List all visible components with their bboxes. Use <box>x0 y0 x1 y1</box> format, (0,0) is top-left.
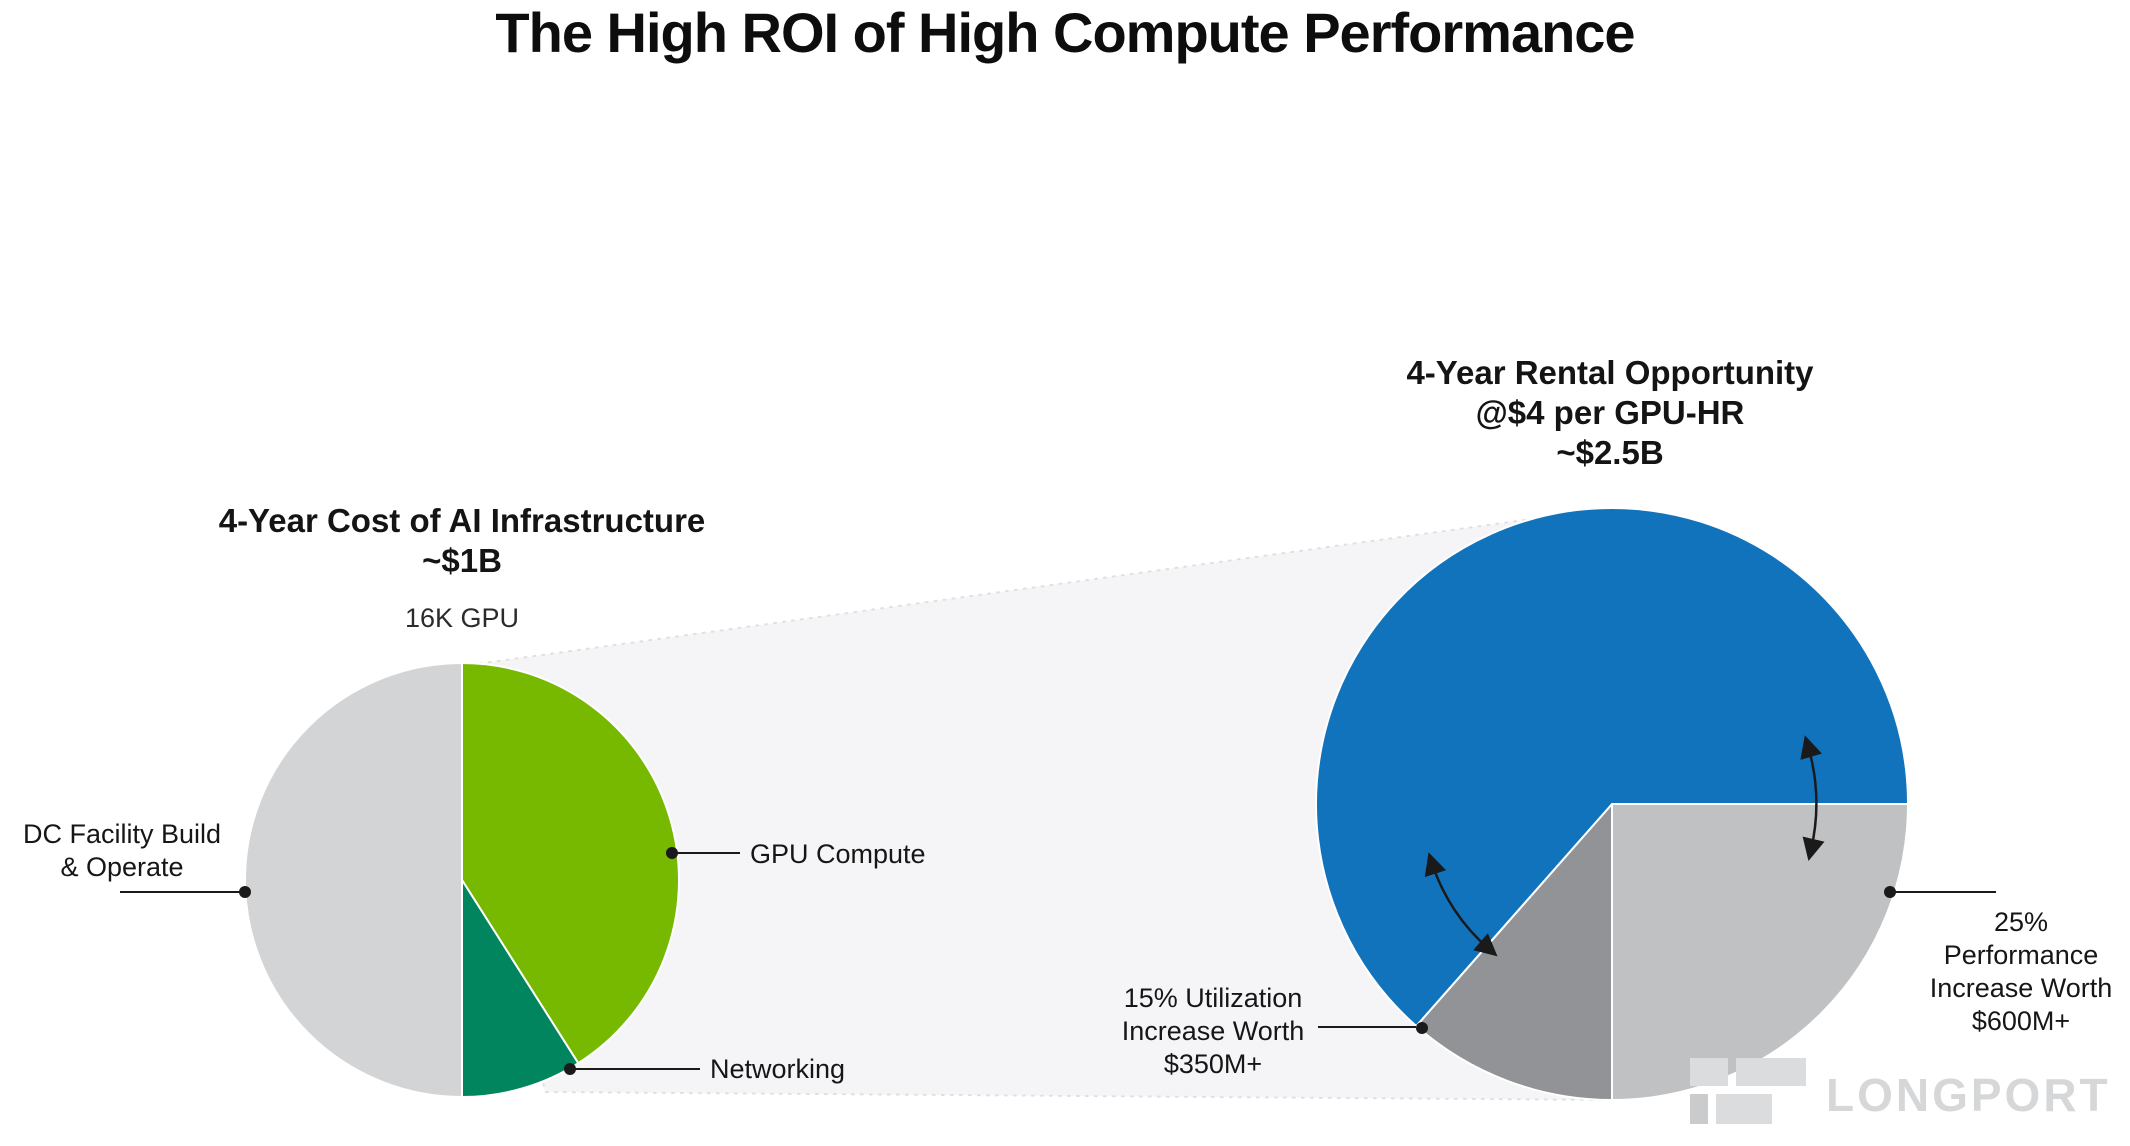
rental-pie-title-line3: ~$2.5B <box>1556 434 1664 471</box>
pie-slice <box>461 661 680 1065</box>
longport-logo-icon <box>1690 1058 1806 1124</box>
pie-slice <box>1414 801 1613 1102</box>
rental-pie-title: 4-Year Rental Opportunity @$4 per GPU-HR… <box>1260 353 1960 473</box>
leader-utilization <box>1318 1022 1428 1034</box>
utilization-label: 15% Utilization Increase Worth $350M+ <box>1121 983 1305 1079</box>
networking-label: Networking <box>710 1054 846 1084</box>
rental-pie-title-line1: 4-Year Rental Opportunity <box>1406 354 1814 391</box>
pie-slice <box>244 661 463 1099</box>
rental-pie <box>1315 507 1910 1102</box>
gpu-count-label: 16K GPU <box>404 603 520 633</box>
leader-dc <box>120 886 251 898</box>
rental-pie-title-line2: @$4 per GPU-HR <box>1475 394 1745 431</box>
utilization-arrow-icon <box>1424 852 1498 957</box>
performance-label: 25% Performance Increase Worth $600M+ <box>1929 907 2113 1036</box>
leader-networking <box>564 1063 700 1075</box>
leader-gpu-compute <box>666 847 740 859</box>
page-title: The High ROI of High Compute Performance <box>495 1 1635 64</box>
pie-slice <box>1611 803 1910 1102</box>
cost-pie-title-line1: 4-Year Cost of AI Infrastructure <box>218 502 706 539</box>
performance-arrow-icon <box>1800 735 1825 861</box>
cost-pie-title: 4-Year Cost of AI Infrastructure ~$1B <box>162 501 762 581</box>
cost-pie-title-line2: ~$1B <box>422 542 502 579</box>
leader-performance <box>1884 886 1996 898</box>
zoom-funnel <box>460 506 1613 1102</box>
gpu-compute-label: GPU Compute <box>750 839 926 869</box>
watermark: LONGPORT <box>1826 1069 2111 1121</box>
dc-facility-label: DC Facility Build & Operate <box>22 819 222 882</box>
cost-pie <box>244 661 680 1099</box>
